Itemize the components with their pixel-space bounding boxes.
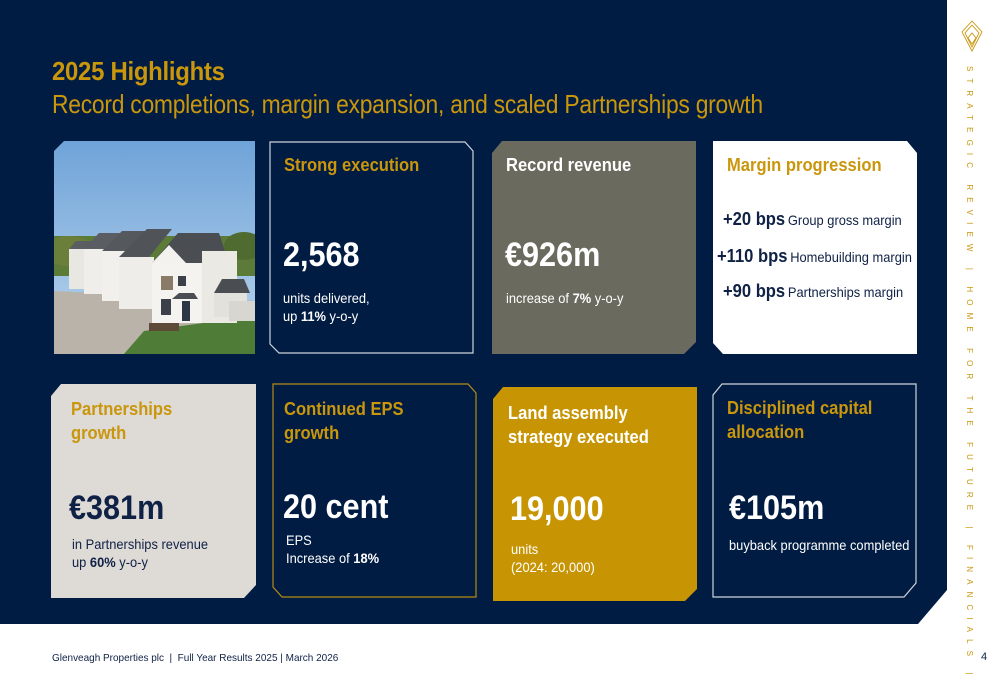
card-shape (493, 387, 697, 601)
card-land-assembly: Land assembly strategy executed 19,000 u… (493, 387, 697, 601)
desc-line: up 11% y-o-y (283, 308, 359, 324)
card-strong-execution: Strong execution 2,568 units delivered, … (269, 141, 474, 354)
card-description: EPS Increase of 18% (286, 532, 380, 566)
card-border (269, 141, 474, 354)
card-eps-growth: Continued EPS growth 20 cent EPS Increas… (272, 383, 477, 598)
card-value: 19,000 (510, 490, 604, 528)
footer-text: Glenveagh Properties plc | Full Year Res… (52, 652, 339, 664)
card-value: €381m (69, 489, 165, 527)
card-value: 2,568 (283, 236, 360, 274)
card-title: Continued EPS growth (284, 399, 404, 443)
slide-title: 2025 Highlights (52, 56, 225, 86)
margin-row-partnerships: +90 bps Partnerships margin (723, 281, 904, 301)
card-title: Land assembly strategy executed (508, 403, 649, 447)
card-record-revenue: Record revenue €926m increase of 7% y-o-… (492, 141, 696, 354)
margin-row-homebuilding: +110 bps Homebuilding margin (717, 246, 912, 266)
card-title: Disciplined capital allocation (727, 398, 873, 442)
houses-photo (54, 141, 255, 354)
card-border (712, 383, 917, 598)
glenveagh-diamond-logo-icon (961, 20, 983, 52)
card-value: €105m (729, 489, 825, 527)
slide-subtitle: Record completions, margin expansion, an… (52, 89, 763, 119)
card-shape (713, 141, 917, 354)
card-shape (492, 141, 696, 354)
card-title: Record revenue (506, 155, 632, 175)
card-border (272, 383, 477, 598)
card-partnerships-growth: Partnerships growth €381m in Partnership… (51, 384, 256, 598)
card-description: buyback programme completed (729, 537, 910, 553)
card-margin-progression: Margin progression +20 bps Group gross ma… (713, 141, 917, 354)
margin-row-group-gross: +20 bps Group gross margin (723, 209, 902, 229)
card-capital-allocation: Disciplined capital allocation €105m buy… (712, 383, 917, 598)
card-title: Strong execution (284, 155, 420, 175)
card-title: Margin progression (727, 155, 882, 175)
card-value: €926m (505, 236, 601, 274)
card-description: units (2024: 20,000) (511, 541, 595, 575)
card-title: Partnerships growth (71, 399, 173, 443)
card-description: increase of 7% y-o-y (506, 290, 624, 306)
houses-photo-image (54, 141, 255, 354)
card-description: in Partnerships revenue up 60% y-o-y (72, 536, 209, 570)
card-value: 20 cent (283, 488, 389, 526)
card-shape (51, 384, 256, 598)
page-number: 4 (981, 651, 988, 663)
desc-line: units delivered, (283, 290, 370, 306)
section-navigation-text: STRATEGIC REVIEW | HOME FOR THE FUTURE |… (965, 66, 974, 685)
card-description: units delivered, up 11% y-o-y (283, 289, 370, 325)
